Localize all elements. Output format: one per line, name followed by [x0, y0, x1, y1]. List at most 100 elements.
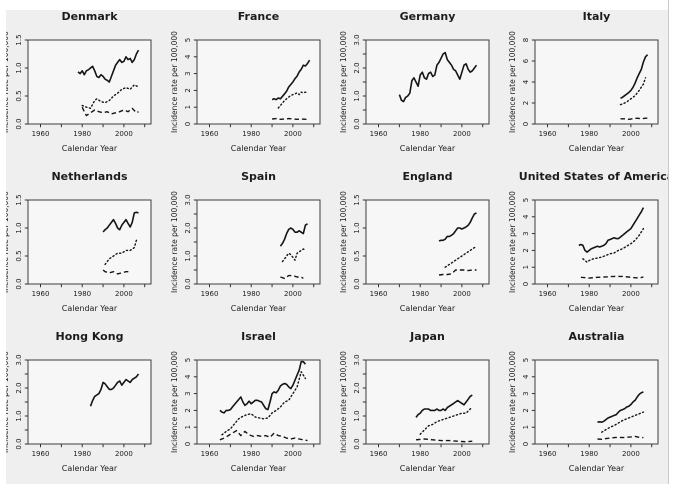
x-tick-label: 2000: [622, 450, 640, 458]
x-axis-label: Calendar Year: [569, 464, 625, 473]
panel-background: [197, 200, 320, 284]
x-tick-label: 1980: [242, 290, 260, 298]
y-tick-label: 5: [184, 38, 192, 42]
series-dashed-line: [280, 274, 304, 280]
y-tick-label: 5: [522, 198, 530, 202]
plot-area: 1960198020000.00.51.01.5NetherlandsIncid…: [1, 170, 152, 313]
plot-box: [27, 359, 152, 445]
plot-box: [534, 199, 659, 285]
y-tick-label: 0.5: [15, 250, 23, 261]
x-axis-label: Calendar Year: [62, 304, 118, 313]
x-tick-label: 2000: [115, 290, 133, 298]
series-solid-line: [620, 54, 649, 100]
chart-panel-japan: 1960 1980 2000 0.0 1.0 2.0 3.0 Japan Incidence r…: [338, 324, 507, 484]
chart-title: Hong Kong: [56, 330, 124, 343]
series-solid-line: [398, 51, 478, 103]
y-tick-label: 0: [522, 122, 530, 126]
series-dashed-line: [219, 429, 308, 442]
y-tick-label: 0.0: [15, 278, 23, 289]
x-tick-label: 2000: [453, 290, 471, 298]
series-solid-line: [578, 207, 645, 253]
y-tick-label: 1.0: [184, 250, 192, 261]
chart-title: Spain: [241, 170, 276, 183]
y-tick-label: 1.5: [353, 194, 361, 205]
plot-box: [365, 199, 490, 285]
series-solid-line: [77, 49, 140, 83]
y-axis-label: Incidence rate per 100,000: [339, 191, 348, 293]
x-tick-label: 1980: [411, 290, 429, 298]
panel-background: [28, 40, 151, 124]
x-tick-label: 2000: [622, 130, 640, 138]
y-tick-label: 0: [184, 442, 192, 446]
series-dashed-line: [597, 435, 644, 441]
y-tick-label: 1.5: [15, 194, 23, 205]
series-dotted-line: [277, 91, 309, 109]
chart-title: France: [238, 10, 279, 23]
y-tick-label: 2.0: [15, 382, 23, 393]
panel-background: [28, 200, 151, 284]
panel-background: [535, 360, 658, 444]
series-solid-line: [415, 394, 473, 418]
plot-area: 1960 1980 2000 0 1 2 3 4 5 Australia Incidence rat…: [508, 330, 659, 473]
chart-title: England: [402, 170, 452, 183]
plot-box: [196, 199, 321, 285]
x-tick-label: 1980: [411, 130, 429, 138]
chart-title: Germany: [400, 10, 456, 23]
series-solid-line: [438, 212, 477, 242]
x-axis-label: Calendar Year: [231, 304, 287, 313]
x-axis-label: Calendar Year: [231, 144, 287, 153]
chart-title: Australia: [569, 330, 625, 343]
chart-grid: 1960198020000.00.51.01.5DenmarkIncidence…: [0, 4, 676, 484]
y-tick-label: 1: [522, 265, 530, 269]
y-tick-label: 1: [522, 425, 530, 429]
series-dotted-line: [104, 239, 138, 266]
x-tick-label: 2000: [453, 130, 471, 138]
plot-box: [27, 39, 152, 125]
series-dashed-line: [102, 269, 131, 275]
x-axis-label: Calendar Year: [231, 464, 287, 473]
x-axis-label: Calendar Year: [400, 144, 456, 153]
x-tick-label: 2000: [284, 290, 302, 298]
y-tick-label: 3.0: [15, 354, 23, 365]
series-solid-line: [597, 391, 644, 423]
chart-panel-netherlands: 1960198020000.00.51.01.5NetherlandsIncid…: [0, 164, 169, 324]
y-tick-label: 8: [522, 38, 530, 42]
panel-background: [535, 200, 658, 284]
series-solid-line: [89, 373, 140, 407]
y-tick-label: 0.0: [15, 118, 23, 129]
x-tick-label: 1980: [580, 450, 598, 458]
x-tick-label: 1980: [580, 290, 598, 298]
y-tick-label: 0.0: [353, 438, 361, 449]
x-tick-label: 1960: [539, 130, 557, 138]
y-tick-label: 0: [522, 442, 530, 446]
panel-background: [28, 360, 151, 444]
right-margin-window-edge: [668, 0, 676, 484]
x-tick-label: 1980: [73, 130, 91, 138]
plot-area: 1960 1980 2000 0.0 0.5 1.0 1.5 England Incidence…: [339, 170, 490, 313]
y-tick-label: 3: [184, 71, 192, 75]
x-tick-label: 1980: [242, 450, 260, 458]
panel-background: [197, 360, 320, 444]
series-dotted-line: [221, 371, 307, 436]
x-tick-label: 1980: [73, 290, 91, 298]
x-tick-label: 2000: [284, 450, 302, 458]
plot-area: 1960 1980 2000 0.0 1.0 2.0 3.0 Spain Incidence r…: [170, 170, 321, 313]
series-solid-line: [219, 360, 307, 414]
y-tick-label: 1.0: [353, 410, 361, 421]
chart-title: United States of America: [519, 170, 674, 183]
x-tick-label: 1960: [539, 290, 557, 298]
series-dashed-line: [580, 275, 644, 279]
y-tick-label: 0.0: [353, 278, 361, 289]
y-tick-label: 1.5: [15, 34, 23, 45]
y-tick-label: 5: [522, 358, 530, 362]
series-dashed-line: [81, 106, 139, 117]
series-solid-line: [102, 211, 139, 233]
x-tick-label: 2000: [115, 450, 133, 458]
y-tick-label: 2: [522, 248, 530, 252]
y-axis-label: Incidence rate per 100,000: [508, 191, 517, 293]
x-tick-label: 1960: [201, 290, 219, 298]
series-dashed-line: [620, 117, 648, 121]
x-axis-label: Calendar Year: [569, 144, 625, 153]
chart-panel-united-states-of-america: 1960 1980 2000 0 1 2 3 4 5 United States of Ameri…: [507, 164, 676, 324]
